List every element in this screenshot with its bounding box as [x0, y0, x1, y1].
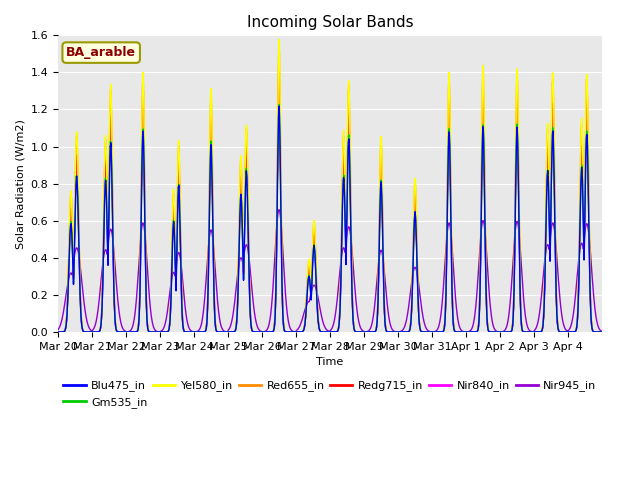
Line: Blu475_in: Blu475_in [58, 106, 602, 332]
Nir840_in [360, 329, 368, 335]
Nir840_in [506, 329, 514, 335]
Nir945_in [167, 281, 175, 287]
Redg715_in [506, 329, 514, 335]
Line: Nir945_in: Nir945_in [58, 210, 602, 332]
Blu475_in [598, 329, 606, 335]
Nir945_in [275, 207, 283, 213]
Nir945_in [54, 327, 62, 333]
Red655_in [506, 329, 514, 335]
X-axis label: Time: Time [316, 357, 344, 367]
Gm535_in [506, 329, 514, 335]
Nir945_in [380, 260, 387, 265]
Red655_in [598, 329, 606, 335]
Gm535_in [350, 326, 358, 332]
Redg715_in [275, 73, 283, 79]
Yel580_in [506, 329, 514, 335]
Line: Gm535_in: Gm535_in [58, 105, 602, 332]
Red655_in [54, 329, 62, 335]
Nir945_in [520, 301, 528, 307]
Nir840_in [350, 326, 358, 332]
Title: Incoming Solar Bands: Incoming Solar Bands [246, 15, 413, 30]
Red655_in [350, 325, 358, 331]
Gm535_in [479, 124, 487, 130]
Nir840_in [598, 329, 606, 335]
Yel580_in [167, 294, 175, 300]
Gm535_in [275, 102, 283, 108]
Y-axis label: Solar Radiation (W/m2): Solar Radiation (W/m2) [15, 119, 25, 249]
Nir840_in [54, 329, 62, 335]
Redg715_in [479, 100, 487, 106]
Redg715_in [167, 298, 175, 303]
Yel580_in [380, 259, 387, 265]
Blu475_in [167, 302, 175, 308]
Red655_in [394, 329, 402, 335]
Line: Red655_in: Red655_in [58, 47, 602, 332]
Red655_in [275, 44, 283, 49]
Yel580_in [360, 329, 368, 335]
Yel580_in [520, 329, 528, 335]
Legend: Blu475_in, Gm535_in, Yel580_in, Red655_in, Redg715_in, Nir840_in, Nir945_in: Blu475_in, Gm535_in, Yel580_in, Red655_i… [59, 376, 601, 412]
Nir945_in [479, 218, 487, 224]
Redg715_in [350, 326, 358, 332]
Blu475_in [520, 329, 528, 335]
Redg715_in [360, 329, 368, 335]
Redg715_in [54, 329, 62, 335]
Yel580_in [598, 329, 606, 335]
Gm535_in [54, 329, 62, 335]
Nir945_in [350, 276, 358, 282]
Nir840_in [275, 82, 283, 88]
Nir840_in [380, 269, 387, 275]
Nir945_in [360, 329, 368, 335]
Red655_in [520, 329, 528, 335]
Redg715_in [598, 329, 606, 335]
Line: Redg715_in: Redg715_in [58, 76, 602, 332]
Nir840_in [520, 329, 528, 335]
Text: BA_arable: BA_arable [66, 46, 136, 59]
Gm535_in [167, 301, 175, 307]
Red655_in [167, 294, 175, 300]
Line: Yel580_in: Yel580_in [58, 39, 602, 332]
Yel580_in [350, 325, 358, 331]
Gm535_in [520, 329, 528, 335]
Blu475_in [350, 326, 358, 332]
Red655_in [380, 252, 387, 258]
Yel580_in [275, 36, 283, 42]
Nir945_in [506, 301, 514, 307]
Line: Nir840_in: Nir840_in [58, 85, 602, 332]
Yel580_in [54, 329, 62, 335]
Redg715_in [380, 267, 387, 273]
Nir945_in [598, 328, 606, 334]
Blu475_in [506, 329, 514, 335]
Gm535_in [380, 275, 387, 280]
Nir840_in [167, 299, 175, 304]
Blu475_in [360, 329, 368, 335]
Red655_in [479, 74, 487, 80]
Gm535_in [360, 329, 368, 335]
Blu475_in [380, 276, 387, 281]
Nir840_in [479, 108, 487, 114]
Redg715_in [520, 329, 528, 335]
Blu475_in [275, 103, 283, 109]
Gm535_in [598, 329, 606, 335]
Blu475_in [479, 129, 487, 134]
Yel580_in [479, 70, 487, 76]
Blu475_in [54, 329, 62, 335]
